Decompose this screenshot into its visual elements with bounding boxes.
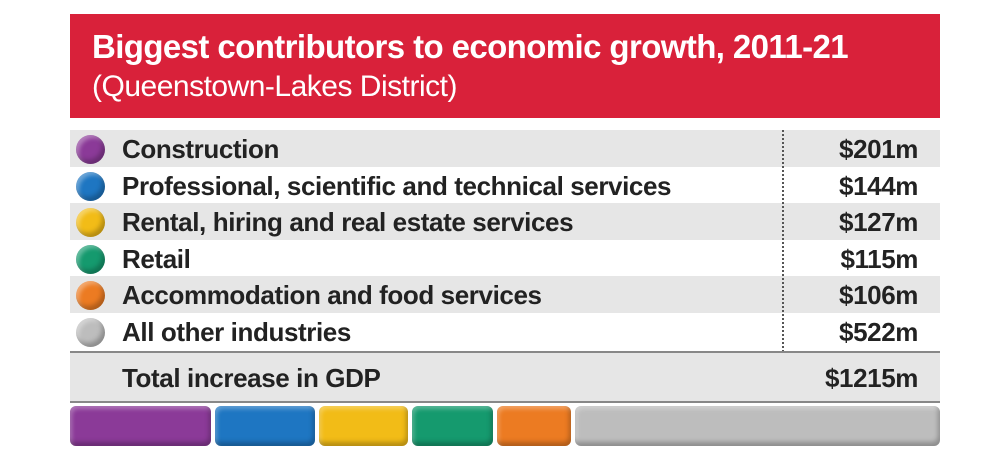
row-label: All other industries: [122, 316, 351, 347]
bar-segment: [574, 406, 940, 446]
row-label: Accommodation and food services: [122, 280, 542, 310]
bar-segment: [412, 406, 493, 446]
bar-segment: [214, 406, 316, 446]
row-label: Construction: [122, 134, 279, 164]
table-row: Construction $201m: [70, 130, 940, 167]
row-value: $127m: [839, 207, 918, 237]
legend-dot-icon: [76, 317, 105, 347]
bar-segment: [319, 406, 409, 446]
row-value: $115m: [840, 243, 918, 274]
legend-dot-icon: [76, 244, 105, 274]
table-row: Rental, hiring and real estate services $…: [70, 203, 940, 240]
chart-card: Biggest contributors to economic growth,…: [70, 14, 940, 454]
legend-dot-icon: [76, 171, 105, 201]
contributors-table: Construction $201m Professional, scientifi…: [70, 130, 940, 349]
row-value: $144m: [839, 170, 918, 201]
row-label: Rental, hiring and real estate services: [122, 207, 574, 237]
legend-dot-icon: [76, 135, 105, 164]
total-label: Total increase in GDP: [122, 363, 381, 393]
row-value: $522m: [839, 316, 918, 347]
table-row: Professional, scientific and technical s…: [70, 167, 940, 204]
total-row: Total increase in GDP $1215m: [70, 351, 940, 403]
row-value: $106m: [839, 280, 918, 310]
stacked-share-bar: [70, 406, 940, 446]
chart-subtitle: (Queenstown-Lakes District): [92, 70, 457, 103]
legend-dot-icon: [76, 208, 105, 237]
chart-header: Biggest contributors to economic growth,…: [70, 14, 940, 118]
column-divider: [782, 130, 784, 400]
bar-segment: [496, 406, 571, 446]
row-label: Professional, scientific and technical s…: [122, 170, 672, 201]
table-row: Retail $115m: [70, 240, 940, 277]
table-row: Accommodation and food services $106m: [70, 276, 940, 313]
table-row: All other industries $522m: [70, 313, 940, 350]
row-value: $201m: [839, 134, 918, 164]
row-label: Retail: [122, 243, 191, 274]
bar-segment: [70, 406, 211, 446]
chart-title: Biggest contributors to economic growth,…: [92, 28, 849, 65]
legend-dot-icon: [76, 281, 105, 310]
total-value: $1215m: [824, 363, 918, 393]
